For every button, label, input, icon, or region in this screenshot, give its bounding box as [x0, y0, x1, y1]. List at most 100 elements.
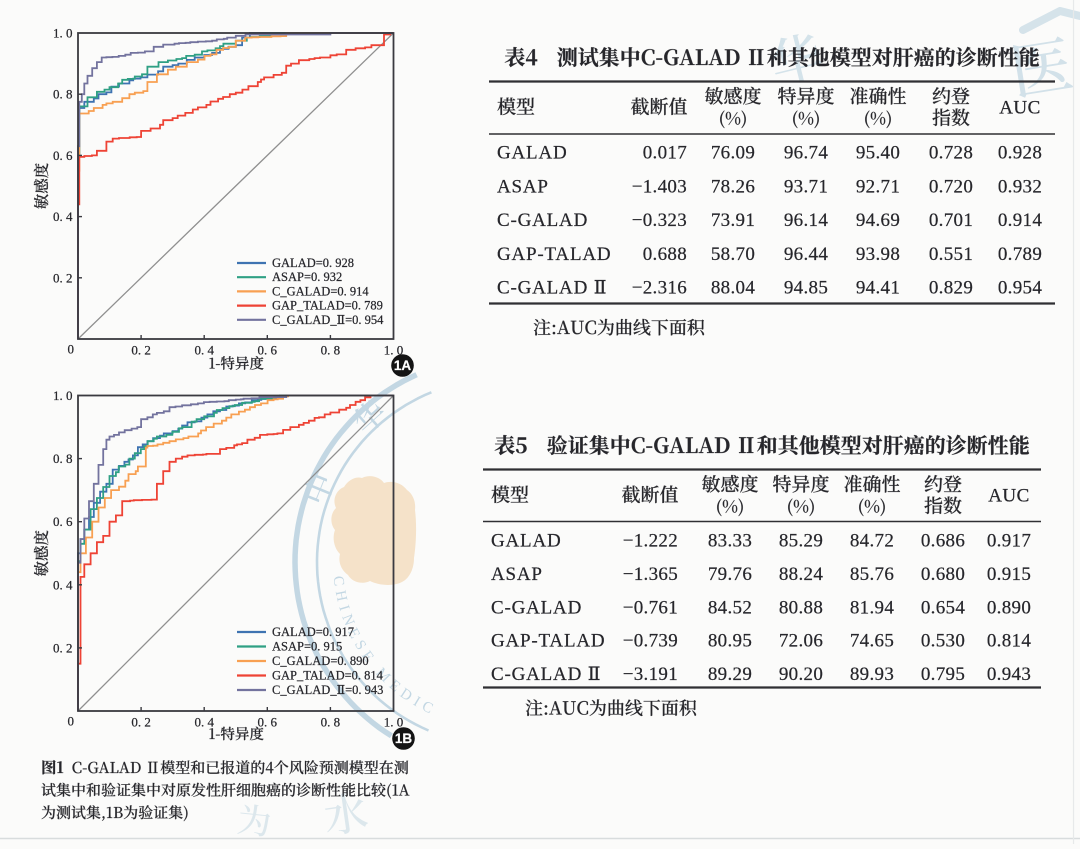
watermark-bottom-char2: [322, 790, 370, 837]
col-header-sensitivity-unit: [716, 498, 744, 517]
watermark-corner-char2: [1010, 35, 1074, 99]
cell-value: 88.04: [711, 278, 755, 299]
x-axis-title: [209, 726, 264, 741]
diagonal-reference-line: [77, 395, 394, 712]
watermark-map-blob: [331, 476, 417, 585]
yaxis-title-b-bind: 敏感度: [40, 550, 70, 563]
col-header-sensitivity: [704, 86, 762, 106]
legend-label-gap_talad: GAP_TALAD=0. 789: [272, 299, 383, 313]
y-tick-label: 0. 6: [53, 148, 73, 163]
watermark-outer-ring: [292, 372, 418, 739]
row-model-name: C-GALAD: [497, 210, 588, 231]
watermark-inner-ring: [315, 391, 432, 732]
legend-label-c_galad_ii: C_GALAD_Ⅱ=0. 954: [272, 313, 384, 327]
origin-tick-label: 0: [68, 342, 75, 357]
cell-value: 95.40: [856, 143, 900, 164]
cell-value: 0.720: [929, 176, 973, 197]
col-header-sensitivity-unit: [719, 110, 747, 129]
cell-value: 94.85: [784, 278, 828, 299]
panel-badge-circle: [392, 727, 415, 750]
y-tick-label: 1. 0: [53, 388, 73, 403]
cell-value: 0.701: [929, 210, 973, 231]
cell-value: 0.686: [921, 531, 965, 552]
table4-note-bind: 注:AUC为曲线下面积: [533, 320, 627, 333]
cell-value: 79.76: [708, 564, 752, 585]
cell-value: 0.530: [921, 631, 965, 652]
cell-cutoff: 0.688: [643, 244, 687, 265]
x-tick-label: 1. 0: [384, 343, 404, 358]
x-tick-label: 0. 2: [131, 343, 151, 358]
legend-label-c_galad: C_GALAD=0. 914: [272, 284, 369, 298]
col-header-model: [497, 97, 535, 116]
cell-value: 93.71: [784, 176, 828, 197]
y-tick-label: 0. 4: [53, 209, 73, 224]
legend-label-gap_talad: GAP_TALAD=0. 814: [272, 669, 384, 683]
cell-value: 88.24: [779, 564, 823, 585]
row-model-name: GAP-TALAD: [491, 631, 605, 652]
col-header-accuracy-unit: [864, 110, 892, 129]
caption-line1-bind: C-GALAD Ⅱ模型和已报道的4个风险预测模型在测: [41, 760, 260, 773]
y-tick-label: 0. 2: [53, 640, 73, 655]
x-tick-label: 0. 8: [321, 343, 341, 358]
panel-badge-circle: [391, 354, 414, 377]
y-tick-label: 0. 2: [53, 270, 73, 285]
col-header-youden2: [924, 496, 963, 515]
cell-value: 0.829: [929, 278, 973, 299]
row-model-name: ASAP: [491, 564, 543, 585]
col-header-accuracy: [844, 474, 901, 494]
legend-label-galad: GALAD=0. 928: [272, 256, 354, 270]
row-model-name: GALAD: [491, 531, 562, 552]
cell-value: 0.680: [921, 564, 965, 585]
cell-cutoff: −0.323: [632, 210, 687, 231]
roc-curve-c_galad_ii: [77, 32, 394, 339]
x-tick-label: 0. 6: [258, 343, 278, 358]
col-header-specificity-unit: [792, 110, 820, 129]
cell-value: 58.70: [711, 244, 755, 265]
roc-curve-c_galad: [77, 32, 394, 339]
roc-curve-gap_talad: [77, 32, 394, 339]
roc-curve-asap: [77, 394, 394, 711]
col-header-accuracy: [850, 86, 907, 106]
cell-value: 83.33: [708, 531, 752, 552]
cell-value: 93.98: [856, 244, 900, 265]
cell-value: 94.69: [856, 210, 900, 231]
panel-badge-text: 1B: [395, 731, 413, 746]
cell-value: 85.76: [850, 564, 894, 585]
cell-value: 80.95: [708, 631, 752, 652]
y-tick-label: 0. 4: [53, 577, 73, 592]
cell-cutoff: −2.316: [632, 278, 687, 299]
caption-line2-bind: 试集中和验证集中对原发性肝细胞癌的诊断性能比较(1A: [41, 782, 287, 795]
col-header-specificity-unit: [787, 498, 815, 517]
x-tick-label: 0. 8: [321, 715, 341, 730]
col-header-cutoff: [630, 97, 688, 116]
legend-label-c_galad_ii: C_GALAD_Ⅱ=0. 943: [272, 683, 383, 697]
yaxis-title-a-bind: 敏感度: [40, 180, 70, 193]
watermark-corner-stroke: [1019, 7, 1080, 34]
x-tick-label: 0. 4: [194, 715, 214, 730]
cell-value: 0.654: [921, 597, 965, 618]
col-header-accuracy-unit: [858, 498, 886, 517]
col-header-auc: AUC: [988, 486, 1030, 507]
watermark: CHINESE MEDIC: [237, 7, 1080, 838]
cell-value: 0.915: [987, 564, 1031, 585]
cell-cutoff: −1.403: [632, 176, 687, 197]
cell-value: 0.954: [998, 278, 1042, 299]
col-header-specificity: [777, 86, 835, 106]
col-header-youden2: [932, 108, 971, 127]
caption-line3-bind: 为测试集,1B为验证集): [41, 805, 139, 818]
x-tick-label: 0. 4: [194, 343, 214, 358]
cell-cutoff: −3.191: [623, 664, 678, 685]
roc-curve-c_galad_ii: [77, 394, 394, 711]
table5-note-bind: 注:AUC为曲线下面积: [525, 700, 619, 713]
cell-value: 90.20: [779, 664, 823, 685]
plot-box: [77, 394, 395, 712]
col-header-auc: AUC: [999, 98, 1041, 119]
cell-value: 89.29: [708, 664, 752, 685]
y-tick-label: 0. 6: [53, 514, 73, 529]
cell-value: 0.728: [929, 143, 973, 164]
y-tick-label: 0. 8: [53, 87, 73, 102]
cell-value: 85.29: [779, 531, 823, 552]
cell-cutoff: −1.222: [623, 531, 678, 552]
cell-value: 0.814: [987, 631, 1031, 652]
